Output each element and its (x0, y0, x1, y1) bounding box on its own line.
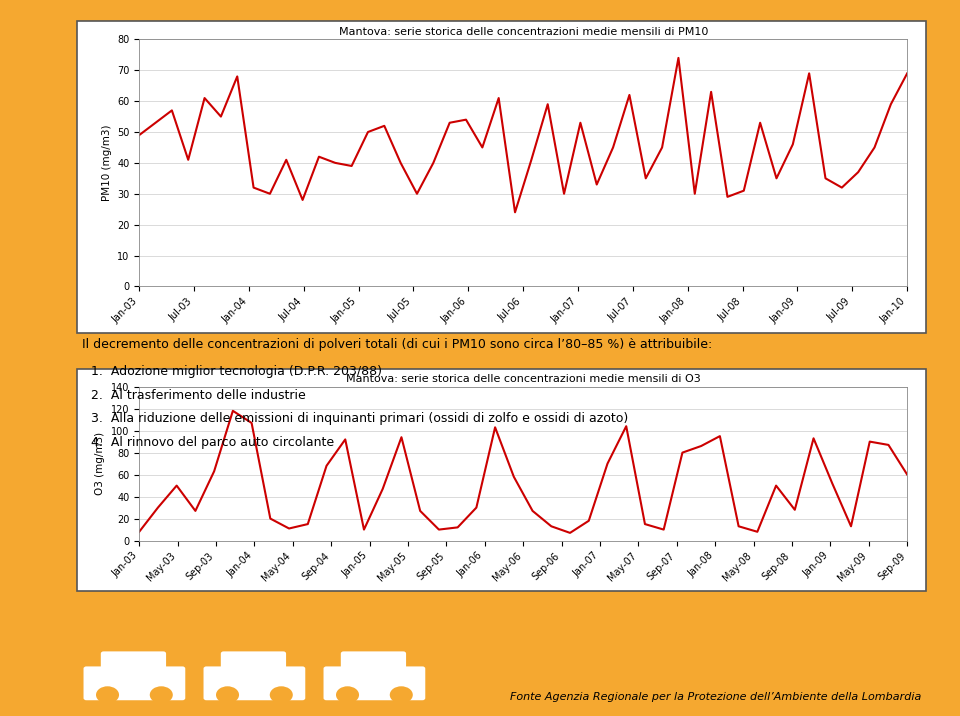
Text: 3.  Alla riduzione delle emissioni di inquinanti primari (ossidi di zolfo e ossi: 3. Alla riduzione delle emissioni di inq… (91, 412, 629, 425)
Text: Il decremento delle concentrazioni di polveri totali (di cui i PM10 sono circa l: Il decremento delle concentrazioni di po… (82, 338, 712, 351)
Text: 1.  Adozione miglior tecnologia (D.P.R. 203/88): 1. Adozione miglior tecnologia (D.P.R. 2… (91, 365, 382, 378)
Text: Fonte Agenzia Regionale per la Protezione dell’Ambiente della Lombardia: Fonte Agenzia Regionale per la Protezion… (510, 692, 922, 702)
Y-axis label: PM10 (mg/m3): PM10 (mg/m3) (102, 125, 111, 201)
Title: Mantova: serie storica delle concentrazioni medie mensili di PM10: Mantova: serie storica delle concentrazi… (339, 27, 708, 37)
Text: 4.  Al rinnovo del parco auto circolante: 4. Al rinnovo del parco auto circolante (91, 436, 334, 449)
Y-axis label: O3 (mg/m3): O3 (mg/m3) (95, 432, 106, 495)
Text: 2.  Al trasferimento delle industrie: 2. Al trasferimento delle industrie (91, 389, 306, 402)
Title: Mantova: serie storica delle concentrazioni medie mensili di O3: Mantova: serie storica delle concentrazi… (346, 374, 701, 384)
